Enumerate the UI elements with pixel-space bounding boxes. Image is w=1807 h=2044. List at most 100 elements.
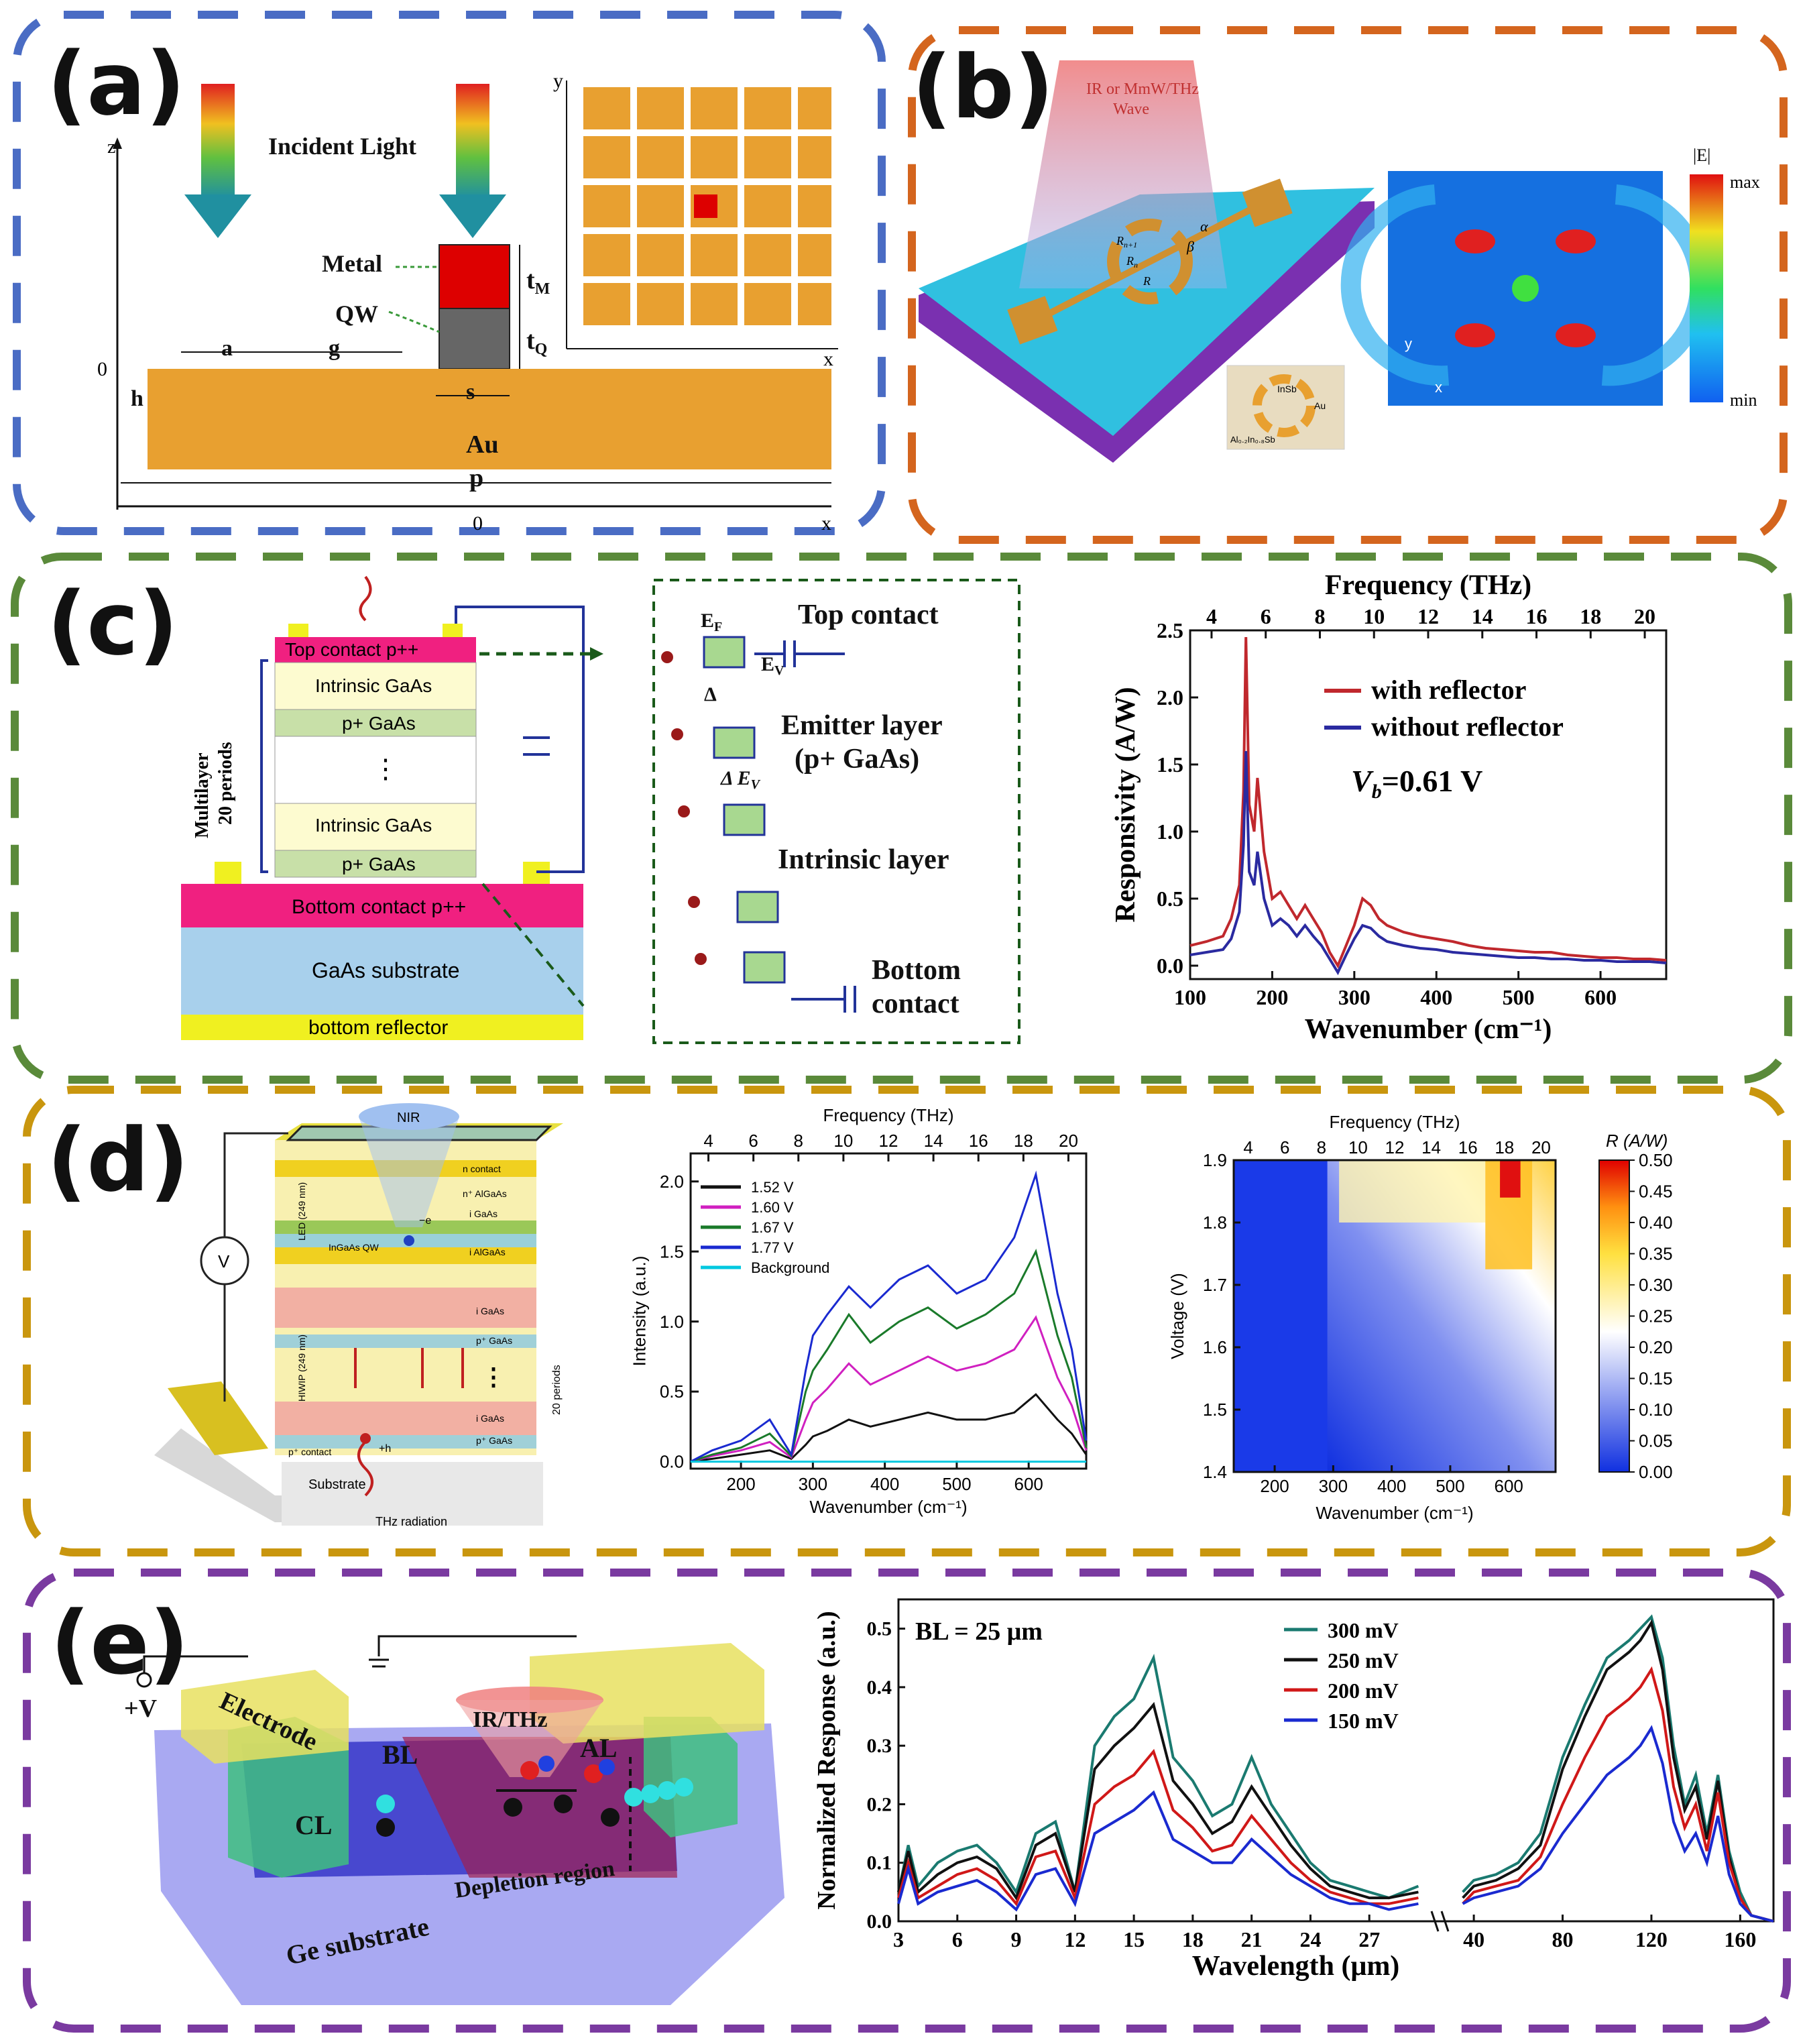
bl-annotation: BL = 25 μm — [915, 1617, 1043, 1646]
top-tick-label: 6 — [1261, 604, 1271, 628]
top-tick-label: 10 — [1363, 604, 1385, 628]
metal-label: Metal — [322, 250, 382, 277]
legend-entry: 1.77 V — [751, 1239, 794, 1256]
layer-reflector: bottom reflector — [308, 1017, 448, 1039]
chart-e: 3 6 9 12 15 18 21 24 27 40 80 120 160 0.0 0.1 0.2 0.3 0.4… — [813, 1598, 1775, 1982]
photo-al: Al₀.₂In₀.₈Sb — [1230, 435, 1275, 445]
x-tick-label: 160 — [1724, 1927, 1756, 1951]
layer-intrinsic-1: Intrinsic GaAs — [315, 675, 432, 696]
x-tick-label: 300 — [799, 1474, 827, 1494]
panel-b: (b) IR or MmW/THz Wave α β Rn+1 Rn R InS… — [912, 36, 1760, 463]
cbar-tick-label: 0.10 — [1639, 1400, 1673, 1420]
incident-light-label: Incident Light — [268, 133, 416, 160]
band-bottom: Bottom — [872, 955, 961, 986]
panel-e-label: (e) — [50, 1592, 189, 1694]
metal-block — [439, 244, 510, 309]
inset-x-label: x — [823, 348, 833, 370]
y-tick-label: 1.6 — [1203, 1337, 1227, 1357]
y-tick-label: 2.5 — [1157, 618, 1183, 642]
colorbar — [1598, 1159, 1630, 1473]
legend-entry: 1.60 V — [751, 1199, 794, 1216]
band-delta: Δ — [704, 683, 717, 705]
top-tick-label: 20 — [1531, 1137, 1551, 1157]
vb-main: V — [1351, 764, 1374, 798]
e-bl-label: BL — [382, 1740, 418, 1770]
cbar-tick-label: 0.45 — [1639, 1182, 1673, 1202]
top-tick-label: 4 — [1206, 604, 1217, 628]
top-tick-label: 4 — [1243, 1137, 1252, 1157]
d-substrate-label: Substrate — [308, 1477, 366, 1492]
d-p-contact-pad — [168, 1381, 268, 1455]
x-tick-label: 9 — [1011, 1927, 1022, 1951]
d-n-algaas: n⁺ AlGaAs — [463, 1188, 507, 1199]
field-min: min — [1730, 390, 1757, 410]
panel-b-label: (b) — [912, 36, 1054, 138]
au-label: Au — [466, 431, 499, 459]
legend-entry: with reflector — [1371, 675, 1526, 705]
plot-frame — [1232, 1159, 1557, 1473]
y-tick-label: 1.0 — [660, 1312, 684, 1332]
legend-entry: 200 mV — [1328, 1679, 1399, 1703]
y-tick-label: 2.0 — [1157, 685, 1183, 709]
top-tick-label: 8 — [794, 1131, 803, 1151]
axis-break — [1440, 1911, 1450, 1932]
panel-c-frame — [11, 553, 1792, 1084]
cbar-tick-label: 0.35 — [1639, 1244, 1673, 1264]
d-periods-label: 20 periods — [551, 1365, 563, 1415]
top-tick-label: 20 — [1634, 604, 1655, 628]
param-r: R — [1143, 274, 1151, 288]
legend-entry: 1.52 V — [751, 1179, 794, 1196]
cbar-tick-label: 0.30 — [1639, 1275, 1673, 1295]
field-colorbar — [1690, 174, 1723, 402]
top-tick-label: 20 — [1059, 1131, 1078, 1151]
chart-c: 100 200 300 400 500 600 0.0 0.5 1.0 1.5 2.0 2.5 4 6 8 1… — [1110, 570, 1668, 1045]
param-r0: Rn — [1126, 254, 1138, 270]
dim-s: s — [466, 380, 475, 404]
field-y-label: y — [1405, 335, 1412, 352]
layer-dots: ⋮ — [372, 754, 399, 784]
d-led-label: LED (249 nm) — [296, 1182, 307, 1241]
y-tick-label: 1.4 — [1203, 1462, 1227, 1482]
inset-y-label: y — [553, 70, 563, 92]
vb-rest: =0.61 V — [1382, 764, 1483, 798]
d-nir-label: NIR — [397, 1111, 420, 1125]
d-p-contact-label: p⁺ contact — [288, 1446, 331, 1457]
e-electrode-left — [181, 1670, 349, 1764]
d-igaas-3: i GaAs — [476, 1413, 504, 1424]
x-tick-label: 600 — [1494, 1476, 1523, 1496]
top-tick-label: 12 — [1385, 1137, 1405, 1157]
y-axis-label: Intensity (a.u.) — [629, 1256, 649, 1367]
d-pgaas-1: p⁺ GaAs — [476, 1335, 512, 1346]
dim-a: a — [221, 336, 233, 361]
x-axis-label: x — [821, 512, 831, 534]
top-axis-label: Frequency (THz) — [1329, 1112, 1460, 1132]
top-axis-label: Frequency (THz) — [823, 1105, 953, 1125]
series-line-right — [1462, 1614, 1774, 1923]
y-tick-label: 0.5 — [660, 1381, 684, 1402]
x-tick-label: 15 — [1123, 1927, 1145, 1951]
dim-h: h — [131, 386, 143, 411]
e-irthz-label: IR/THz — [473, 1707, 547, 1732]
top-tick-label: 10 — [833, 1131, 853, 1151]
y-tick-label: 0.2 — [867, 1793, 892, 1815]
e-carriers — [376, 1756, 693, 1837]
panel-e-frame — [23, 1569, 1791, 2033]
band-emitter-sub: (p+ GaAs) — [795, 744, 919, 775]
top-tick-label: 18 — [1580, 604, 1601, 628]
series-line — [690, 1249, 1088, 1463]
wave-label-1: IR or MmW/THz — [1086, 80, 1199, 98]
d-igaas-2: i GaAs — [476, 1306, 504, 1316]
x-axis-label: Wavenumber (cm⁻¹) — [1305, 1014, 1552, 1045]
series-line — [690, 1315, 1088, 1463]
x-zero-label: 0 — [473, 512, 483, 534]
e-cl-label: CL — [295, 1810, 333, 1840]
legend-entry: 250 mV — [1328, 1648, 1399, 1672]
y-tick-label: 2.0 — [660, 1172, 684, 1192]
d-hiwip-label: HIWIP (249 nm) — [296, 1335, 307, 1402]
x-tick-label: 12 — [1064, 1927, 1086, 1951]
top-tick-label: 16 — [969, 1131, 988, 1151]
top-tick-label: 18 — [1014, 1131, 1033, 1151]
band-top-contact: Top contact — [798, 600, 939, 630]
tq-label: tQ — [526, 327, 547, 358]
x-tick-label: 18 — [1182, 1927, 1204, 1951]
